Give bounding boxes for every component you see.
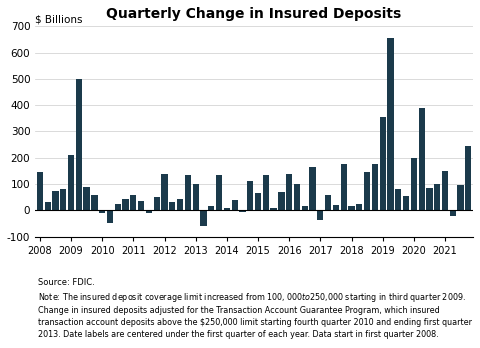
- Bar: [130, 195, 136, 210]
- Bar: [216, 175, 222, 210]
- Bar: [224, 208, 230, 210]
- Bar: [411, 158, 417, 210]
- Bar: [138, 201, 144, 210]
- Bar: [426, 188, 432, 210]
- Bar: [403, 196, 409, 210]
- Bar: [325, 195, 331, 210]
- Bar: [240, 210, 246, 212]
- Bar: [255, 193, 261, 210]
- Bar: [208, 206, 215, 210]
- Bar: [348, 206, 355, 210]
- Bar: [192, 184, 199, 210]
- Bar: [341, 164, 347, 210]
- Bar: [200, 210, 206, 226]
- Title: Quarterly Change in Insured Deposits: Quarterly Change in Insured Deposits: [107, 7, 402, 21]
- Bar: [301, 206, 308, 210]
- Bar: [372, 164, 378, 210]
- Bar: [364, 172, 370, 210]
- Bar: [333, 205, 339, 210]
- Bar: [68, 155, 74, 210]
- Bar: [380, 117, 386, 210]
- Bar: [434, 184, 440, 210]
- Bar: [286, 174, 292, 210]
- Bar: [231, 200, 238, 210]
- Bar: [91, 195, 97, 210]
- Bar: [99, 210, 105, 213]
- Bar: [154, 197, 160, 210]
- Bar: [263, 175, 269, 210]
- Bar: [387, 38, 394, 210]
- Bar: [177, 198, 183, 210]
- Bar: [115, 204, 121, 210]
- Bar: [84, 187, 90, 210]
- Bar: [294, 184, 300, 210]
- Bar: [185, 175, 191, 210]
- Bar: [161, 174, 168, 210]
- Text: Note: The insured deposit coverage limit increased from $100,000 to $250,000 sta: Note: The insured deposit coverage limit…: [38, 291, 472, 339]
- Bar: [395, 189, 401, 210]
- Text: Source: FDIC.: Source: FDIC.: [38, 278, 95, 287]
- Bar: [146, 210, 152, 213]
- Bar: [45, 203, 51, 210]
- Text: $ Billions: $ Billions: [35, 14, 83, 24]
- Bar: [465, 146, 471, 210]
- Bar: [310, 167, 316, 210]
- Bar: [52, 191, 59, 210]
- Bar: [419, 108, 425, 210]
- Bar: [356, 204, 362, 210]
- Bar: [442, 171, 448, 210]
- Bar: [169, 203, 175, 210]
- Bar: [317, 210, 324, 220]
- Bar: [278, 192, 285, 210]
- Bar: [450, 210, 456, 216]
- Bar: [76, 79, 82, 210]
- Bar: [270, 208, 276, 210]
- Bar: [457, 185, 464, 210]
- Bar: [60, 189, 66, 210]
- Bar: [107, 210, 113, 223]
- Bar: [37, 172, 43, 210]
- Bar: [122, 198, 129, 210]
- Bar: [247, 181, 253, 210]
